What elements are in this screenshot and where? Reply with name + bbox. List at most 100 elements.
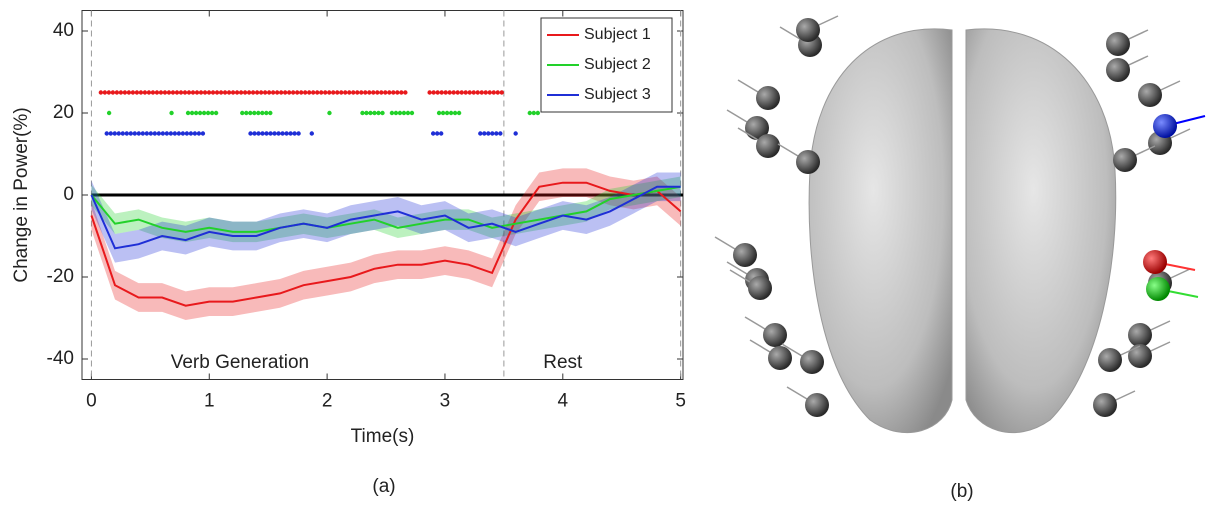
electrode xyxy=(796,150,820,174)
significance-dot xyxy=(491,90,496,95)
series-line xyxy=(90,185,681,233)
significance-dot xyxy=(290,90,296,95)
significance-dot xyxy=(230,90,236,95)
significance-dot xyxy=(430,131,436,136)
significance-dot xyxy=(380,110,385,116)
significance-dot xyxy=(102,90,108,95)
significance-dot xyxy=(375,90,380,95)
significance-dot xyxy=(431,90,436,95)
significance-dot xyxy=(401,110,407,116)
electrode xyxy=(763,323,787,347)
series-line xyxy=(90,185,681,250)
significance-dot xyxy=(452,110,458,116)
significance-dot xyxy=(455,90,460,95)
significance-dot xyxy=(130,90,136,95)
significance-dot xyxy=(188,131,194,136)
significance-dot xyxy=(479,90,484,95)
significance-dot xyxy=(409,110,415,116)
significance-dot xyxy=(535,110,541,116)
significance-dot xyxy=(114,90,120,95)
significance-dot xyxy=(98,90,104,95)
significance-dot xyxy=(118,90,124,95)
significance-dot xyxy=(226,90,232,95)
annotation: Rest xyxy=(543,352,583,373)
electrode xyxy=(1093,393,1117,417)
significance-dot xyxy=(136,131,142,136)
significance-dot xyxy=(339,90,344,95)
electrode xyxy=(1153,114,1177,138)
significance-dot xyxy=(440,110,446,116)
electrode xyxy=(805,393,829,417)
significance-dot xyxy=(156,131,162,136)
y-tick-label: 40 xyxy=(53,20,74,41)
electrode xyxy=(748,276,772,300)
brain-image xyxy=(714,15,1206,434)
significance-dot xyxy=(222,90,228,95)
significance-dot xyxy=(531,110,537,116)
significance-dot xyxy=(194,90,200,95)
legend-label: Subject 3 xyxy=(584,86,651,103)
significance-dot xyxy=(218,90,224,95)
x-axis-label: Time(s) xyxy=(351,426,415,447)
significance-dot xyxy=(444,110,450,116)
significance-dot xyxy=(124,131,129,136)
significance-dot xyxy=(190,90,196,95)
significance-dot xyxy=(110,90,116,95)
significance-dot xyxy=(487,90,492,95)
significance-dot xyxy=(343,90,348,95)
significance-dot xyxy=(499,90,504,95)
significance-dot xyxy=(132,131,137,136)
significance-dot xyxy=(451,90,456,95)
legend-label: Subject 2 xyxy=(584,56,651,73)
significance-dot xyxy=(166,90,172,95)
significance-dot xyxy=(169,110,174,116)
significance-dot xyxy=(106,110,112,116)
significance-dot xyxy=(397,110,403,116)
significance-dot xyxy=(351,90,356,95)
x-tick-label: 2 xyxy=(322,391,333,412)
x-tick-label: 4 xyxy=(558,391,569,412)
significance-dot xyxy=(490,131,495,136)
significance-dot xyxy=(307,90,312,95)
significance-dot xyxy=(274,90,280,95)
x-tick-label: 1 xyxy=(204,391,215,412)
significance-dot xyxy=(298,90,304,95)
electrode xyxy=(756,134,780,158)
electrode xyxy=(1138,83,1162,107)
significance-dot xyxy=(214,90,220,95)
significance-dot xyxy=(292,131,297,136)
electrode xyxy=(800,350,824,374)
significance-dot xyxy=(154,90,160,95)
significance-dot xyxy=(201,110,207,116)
significance-dot xyxy=(282,90,288,95)
significance-dot xyxy=(475,90,480,95)
significance-dot xyxy=(393,110,399,116)
significance-dot xyxy=(196,131,202,136)
significance-dot xyxy=(244,110,249,116)
significance-dot xyxy=(250,90,256,95)
significance-dot xyxy=(234,90,240,95)
significance-dot xyxy=(368,110,373,116)
significance-dot xyxy=(427,90,432,95)
significance-dot xyxy=(254,90,260,95)
significance-dot xyxy=(122,90,128,95)
significance-dot xyxy=(146,90,152,95)
significance-dot xyxy=(202,90,208,95)
significance-dot xyxy=(184,131,190,136)
x-tick-label: 0 xyxy=(86,391,97,412)
significance-dot xyxy=(128,131,133,136)
significance-dot xyxy=(347,90,352,95)
significance-dot xyxy=(104,131,109,136)
significance-dot xyxy=(311,90,316,95)
significance-dot xyxy=(447,90,452,95)
significance-dot xyxy=(172,131,178,136)
significance-dot xyxy=(264,131,269,136)
significance-dot xyxy=(471,90,476,95)
significance-dot xyxy=(456,110,462,116)
significance-dot xyxy=(252,110,257,116)
significance-dot xyxy=(280,131,285,136)
significance-dot xyxy=(302,90,308,95)
significance-dot xyxy=(434,131,440,136)
significance-dot xyxy=(478,131,483,136)
